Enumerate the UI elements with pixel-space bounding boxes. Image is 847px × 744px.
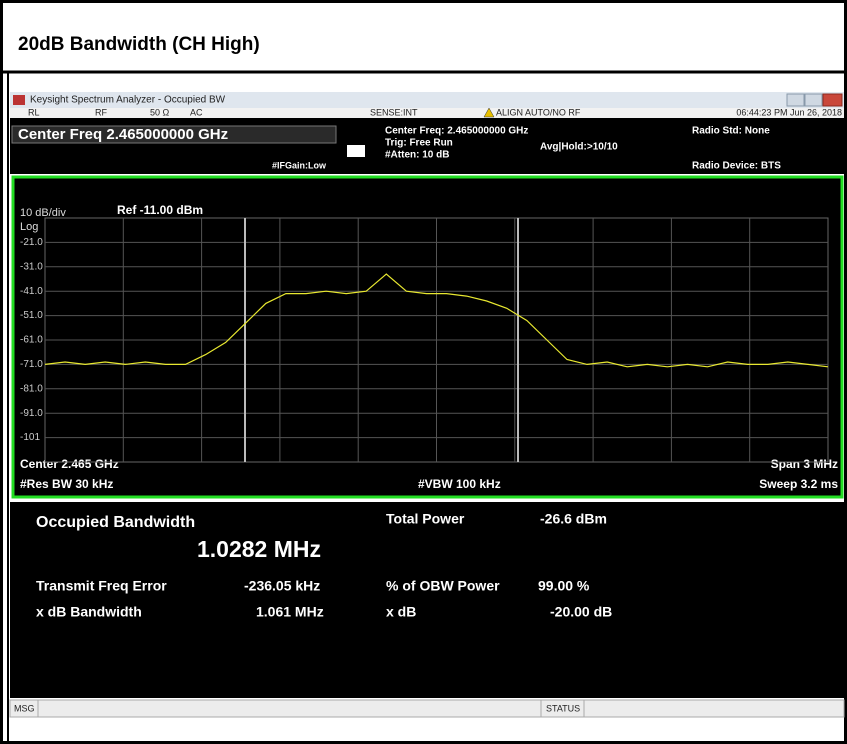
status-label: STATUS	[546, 703, 580, 713]
plot: -21.0 -31.0 -41.0 -51.0 -61.0 -71.0 -81.0 -91.0…	[20, 217, 829, 463]
toolbar	[10, 108, 844, 118]
xdb-value: -20.00 dB	[550, 604, 612, 620]
sweep-label: Sweep 3.2 ms	[759, 477, 838, 491]
close-button[interactable]	[822, 93, 843, 107]
obw-label: Occupied Bandwidth	[36, 514, 195, 531]
xdb-bw-value: 1.061 MHz	[256, 604, 324, 620]
y-tick-label: -61.0	[20, 335, 43, 346]
freq-error-label: Transmit Freq Error	[36, 578, 167, 594]
window-titlebar	[10, 92, 844, 108]
app-icon	[13, 95, 25, 105]
obw-power-label: % of OBW Power	[386, 578, 500, 594]
input-icon	[347, 145, 365, 157]
center-freq-info: Center Freq: 2.465000000 GHz	[385, 126, 528, 137]
y-tick-label: -101	[20, 432, 40, 443]
center-label: Center 2.465 GHz	[20, 457, 119, 471]
graph-panel	[11, 175, 844, 499]
freq-error-value: -236.05 kHz	[244, 578, 320, 594]
trace	[44, 273, 829, 368]
toolbar-item: RF	[95, 107, 107, 117]
total-power-label: Total Power	[386, 511, 465, 527]
y-tick-label: -71.0	[20, 359, 43, 370]
avg-hold: Avg|Hold:>10/10	[540, 142, 618, 153]
ifgain: #IFGain:Low	[272, 160, 327, 170]
y-tick-label: -21.0	[20, 237, 43, 248]
rbw-label: #Res BW 30 kHz	[20, 477, 113, 491]
minimize-button[interactable]	[786, 93, 805, 107]
warning-icon	[483, 107, 495, 118]
obw-value: 1.0282 MHz	[197, 536, 321, 562]
ref-label: Ref -11.00 dBm	[117, 203, 203, 217]
y-tick-label: -51.0	[20, 310, 43, 321]
center-freq: Center Freq 2.465000000 GHz	[18, 126, 228, 143]
toolbar-item: 50 Ω	[150, 107, 170, 117]
window-title: Keysight Spectrum Analyzer - Occupied BW	[30, 95, 226, 106]
scale-type: Log	[20, 221, 38, 233]
total-power-value: -26.6 dBm	[540, 511, 607, 527]
y-tick-label: -31.0	[20, 261, 43, 272]
toolbar-item: ALIGN AUTO/NO RF	[496, 107, 581, 117]
toolbar-item: AC	[190, 107, 203, 117]
radio-std: Radio Std: None	[692, 126, 770, 137]
vbw-label: #VBW 100 kHz	[418, 477, 501, 491]
results-panel	[10, 502, 844, 698]
toolbar-item: SENSE:INT	[370, 107, 418, 117]
maximize-button[interactable]	[804, 93, 823, 107]
radio-device: Radio Device: BTS	[692, 161, 781, 172]
xdb-bw-label: x dB Bandwidth	[36, 604, 142, 620]
document-title: 20dB Bandwidth (CH High)	[18, 34, 260, 55]
atten: #Atten: 10 dB	[385, 150, 449, 161]
scale-label: 10 dB/div	[20, 207, 66, 219]
y-tick-label: -41.0	[20, 286, 43, 297]
trig: Trig: Free Run	[385, 138, 453, 149]
toolbar-item: 06:44:23 PM Jun 26, 2018	[736, 107, 842, 117]
y-tick-label: -81.0	[20, 383, 43, 394]
y-tick-label: -91.0	[20, 408, 43, 419]
msg-label: MSG	[14, 703, 35, 713]
toolbar-item: RL	[28, 107, 40, 117]
obw-power-value: 99.00 %	[538, 578, 590, 594]
active-field[interactable]	[11, 125, 337, 144]
status-bar	[9, 699, 845, 718]
xdb-label: x dB	[386, 604, 416, 620]
span-label: Span 3 MHz	[771, 457, 838, 471]
